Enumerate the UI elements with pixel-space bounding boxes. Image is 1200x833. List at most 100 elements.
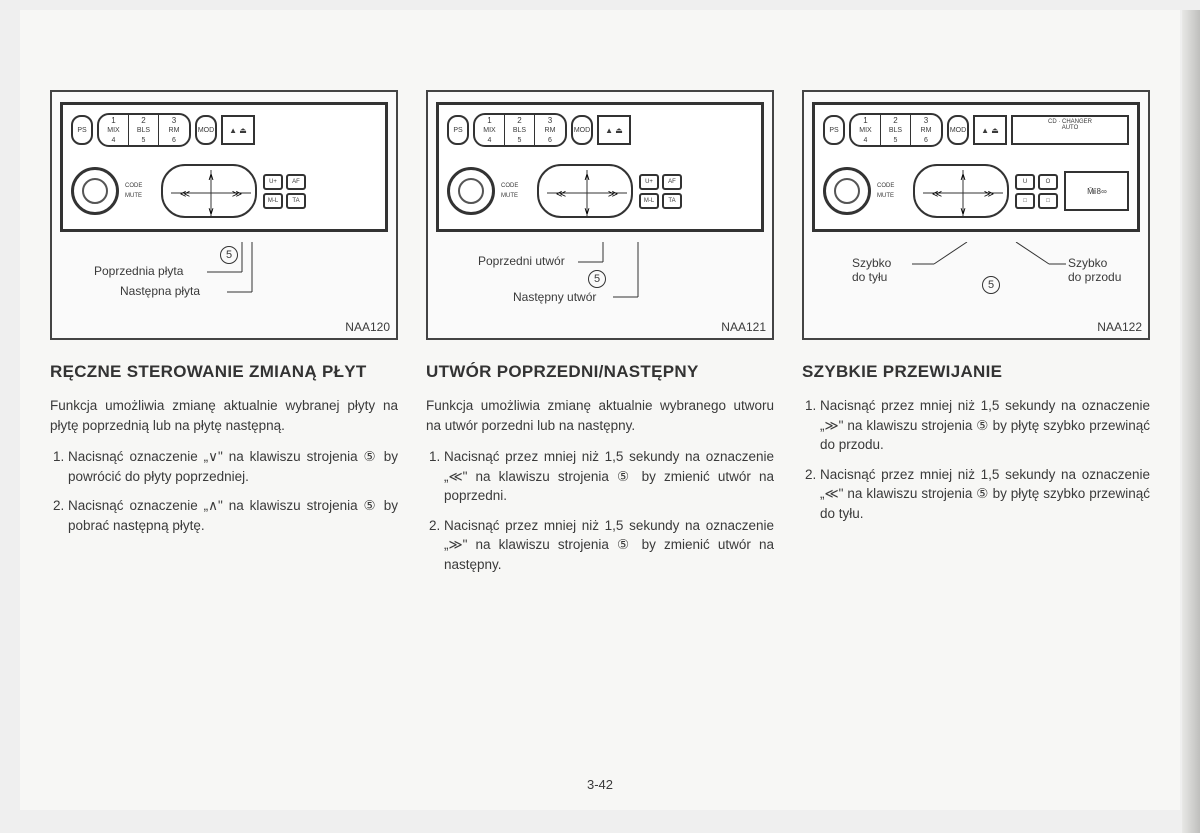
eject-box: ▲ ⏏	[597, 115, 631, 145]
preset-num2: 5	[881, 137, 910, 144]
preset-1: 1 MIX 4	[99, 115, 129, 145]
side-button: U+	[639, 174, 659, 190]
callout-label-right: Szybko do przodu	[1068, 256, 1121, 284]
callout-label: Poprzednia płyta	[94, 264, 183, 278]
svg-text:≫: ≫	[232, 189, 242, 200]
side-button: □	[1015, 193, 1035, 209]
preset-num2: 5	[505, 137, 534, 144]
preset-2: 2 BLS 5	[881, 115, 911, 145]
svg-text:∨: ∨	[959, 206, 966, 217]
preset-2: 2 BLS 5	[129, 115, 159, 145]
callout-circle-5: 5	[220, 246, 238, 264]
instruction-item: Nacisnąć oznaczenie „∧" na klawiszu stro…	[68, 496, 398, 535]
callout-circle-5: 5	[982, 276, 1000, 294]
preset-label: BLS	[881, 127, 910, 134]
mute-code-labels: CODE MUTE	[125, 181, 155, 201]
svg-text:≫: ≫	[984, 189, 994, 200]
svg-text:∧: ∧	[207, 172, 214, 183]
instruction-list: Nacisnąć przez mniej niż 1,5 sekundy na …	[426, 447, 774, 574]
column-2: PS 1MIX4 2BLS5 3RM6 MOD ▲ ⏏ CODE	[426, 90, 774, 585]
radio-bottom-row: CODE MUTE ∧ ∨ ≪ ≫	[823, 159, 1129, 223]
mute-code-labels: CODE MUTE	[501, 181, 531, 201]
preset-3: 3RM6	[535, 115, 565, 145]
side-button: O	[1038, 174, 1058, 190]
section-heading: SZYBKIE PRZEWIJANIE	[802, 362, 1150, 382]
mod-button: MOD	[195, 115, 217, 145]
intro-paragraph: Funkcja umożliwia zmianę aktualnie wybra…	[50, 396, 398, 435]
instruction-item: Nacisnąć przez mniej niż 1,5 sekundy na …	[444, 447, 774, 506]
side-button: □	[1038, 193, 1058, 209]
callout-label: Następna płyta	[120, 284, 200, 298]
side-button: AF	[286, 174, 306, 190]
book-spine-shadow	[1182, 10, 1200, 833]
side-button: AF	[662, 174, 682, 190]
callout-label: Poprzedni utwór	[478, 254, 565, 268]
radio-face: PS 1MIX4 2BLS5 3RM6 MOD ▲ ⏏ CD · CHANGER…	[812, 102, 1140, 232]
manual-page: PS 1 MIX 4 2 BLS 5	[20, 10, 1180, 810]
preset-num2: 6	[535, 137, 565, 144]
svg-text:∧: ∧	[959, 172, 966, 183]
preset-num2: 6	[159, 137, 189, 144]
instruction-item: Nacisnąć przez mniej niż 1,5 sekundy na …	[820, 396, 1150, 455]
instruction-item: Nacisnąć przez mniej niż 1,5 sekundy na …	[820, 465, 1150, 524]
section-heading: RĘCZNE STEROWANIE ZMIANĄ PŁYT	[50, 362, 398, 382]
ps-button: PS	[71, 115, 93, 145]
tuning-cross: ∧ ∨ ≪ ≫	[913, 164, 1009, 218]
preset-num2: 5	[129, 137, 158, 144]
columns: PS 1 MIX 4 2 BLS 5	[50, 90, 1150, 585]
eject-box: ▲ ⏏	[221, 115, 255, 145]
side-buttons: U+ AF M-L TA	[639, 174, 682, 209]
volume-dial	[71, 167, 119, 215]
svg-text:∧: ∧	[583, 172, 590, 183]
side-button: U+	[263, 174, 283, 190]
figure-naa120: PS 1 MIX 4 2 BLS 5	[50, 90, 398, 340]
preset-3: 3 RM 6	[159, 115, 189, 145]
figure-code: NAA120	[345, 320, 390, 334]
figure-naa122: PS 1MIX4 2BLS5 3RM6 MOD ▲ ⏏ CD · CHANGER…	[802, 90, 1150, 340]
side-button: M-L	[639, 193, 659, 209]
code-label: CODE	[501, 181, 531, 191]
callout-label-left: Szybko do tyłu	[852, 256, 891, 284]
preset-label: BLS	[505, 127, 534, 134]
radio-bottom-row: CODE MUTE ∧ ∨ ≪ ≫	[71, 159, 377, 223]
preset-num: 1	[475, 116, 504, 125]
radio-top-row: PS 1MIX4 2BLS5 3RM6 MOD ▲ ⏏ CD · CHANGER…	[823, 113, 1129, 147]
preset-group: 1MIX4 2BLS5 3RM6	[849, 113, 943, 147]
section-heading: UTWÓR POPRZEDNI/NASTĘPNY	[426, 362, 774, 382]
cd-changer-line2: AUTO	[1015, 125, 1125, 131]
callout-label: Następny utwór	[513, 290, 596, 304]
preset-num2: 4	[99, 137, 128, 144]
preset-1: 1MIX4	[475, 115, 505, 145]
svg-text:≫: ≫	[608, 189, 618, 200]
tuning-cross: ∧ ∨ ≪ ≫	[537, 164, 633, 218]
svg-text:≪: ≪	[932, 189, 942, 200]
radio-face: PS 1MIX4 2BLS5 3RM6 MOD ▲ ⏏ CODE	[436, 102, 764, 232]
figure-code: NAA122	[1097, 320, 1142, 334]
preset-2: 2BLS5	[505, 115, 535, 145]
radio-display: M̄ıī 8 ∞	[1064, 171, 1129, 211]
tuning-cross: ∧ ∨ ≪ ≫	[161, 164, 257, 218]
preset-num: 3	[911, 116, 941, 125]
radio-top-row: PS 1MIX4 2BLS5 3RM6 MOD ▲ ⏏	[447, 113, 753, 147]
side-button: TA	[286, 193, 306, 209]
mute-label: MUTE	[501, 191, 531, 201]
side-button: M-L	[263, 193, 283, 209]
preset-num: 2	[881, 116, 910, 125]
radio-top-row: PS 1 MIX 4 2 BLS 5	[71, 113, 377, 147]
instruction-item: Nacisnąć przez mniej niż 1,5 sekundy na …	[444, 516, 774, 575]
callout-circle-5: 5	[588, 270, 606, 288]
preset-label: RM	[911, 127, 941, 134]
code-label: CODE	[877, 181, 907, 191]
mute-code-labels: CODE MUTE	[877, 181, 907, 201]
volume-dial	[823, 167, 871, 215]
preset-label: BLS	[129, 127, 158, 134]
preset-label: RM	[159, 127, 189, 134]
column-1: PS 1 MIX 4 2 BLS 5	[50, 90, 398, 585]
volume-dial	[447, 167, 495, 215]
column-3: PS 1MIX4 2BLS5 3RM6 MOD ▲ ⏏ CD · CHANGER…	[802, 90, 1150, 585]
instruction-item: Nacisnąć oznaczenie „∨" na klawiszu stro…	[68, 447, 398, 486]
code-label: CODE	[125, 181, 155, 191]
svg-text:∨: ∨	[583, 206, 590, 217]
mod-button: MOD	[571, 115, 593, 145]
page-number: 3-42	[20, 777, 1180, 792]
